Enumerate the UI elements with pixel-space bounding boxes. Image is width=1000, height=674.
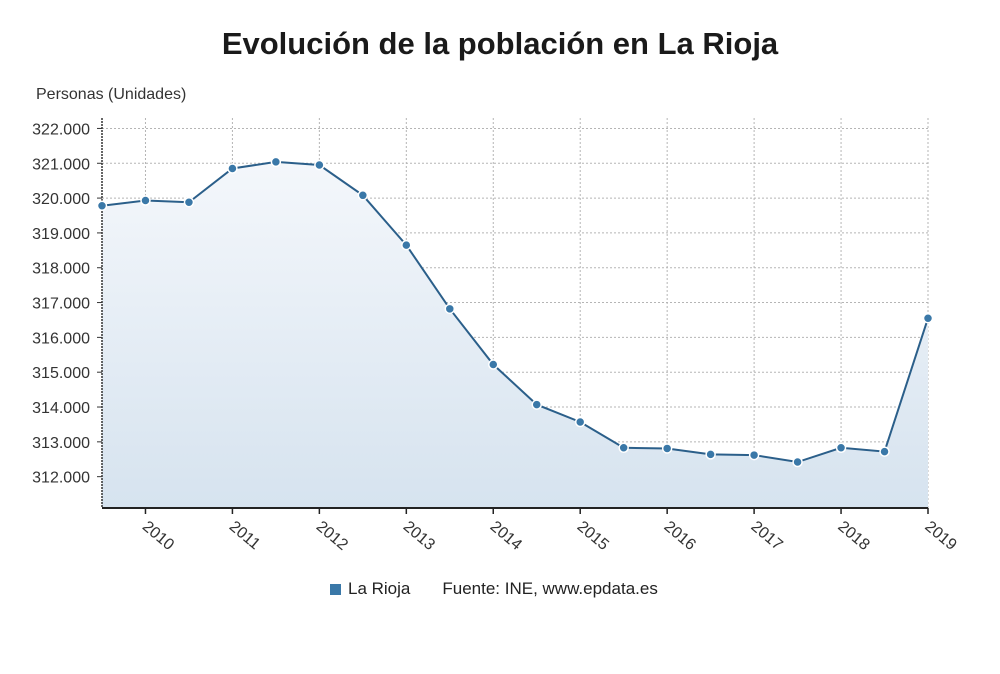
- y-tick-label: 321.000: [32, 156, 90, 173]
- x-tick-label: 2016: [661, 518, 699, 554]
- legend-series-label: La Rioja: [348, 579, 411, 598]
- y-tick-label: 319.000: [32, 226, 90, 243]
- data-point: [705, 449, 716, 460]
- x-tick-label: 2019: [921, 518, 959, 554]
- data-point: [922, 312, 934, 324]
- data-point: [488, 359, 499, 370]
- source-note: Fuente: INE, www.epdata.es: [442, 579, 658, 598]
- y-axis-label: Personas (Unidades): [36, 86, 187, 103]
- data-point: [314, 159, 325, 171]
- chart-title: Evolución de la población en La Rioja: [221, 26, 779, 61]
- data-point: [661, 443, 673, 454]
- y-tick-label: 322.000: [32, 121, 90, 138]
- data-point: [748, 449, 760, 461]
- x-tick-label: 2011: [226, 518, 263, 553]
- data-points: [96, 156, 934, 468]
- data-point: [792, 456, 803, 468]
- data-point: [183, 197, 195, 208]
- y-tick-label: 313.000: [32, 435, 90, 452]
- data-point: [140, 195, 151, 206]
- y-tick-label: 320.000: [32, 191, 90, 208]
- data-point: [227, 163, 238, 174]
- data-point: [618, 442, 629, 454]
- data-point: [531, 399, 542, 410]
- data-point: [357, 190, 369, 201]
- y-tick-label: 314.000: [32, 400, 90, 417]
- x-tick-label: 2010: [139, 518, 177, 554]
- series-line: [101, 160, 929, 464]
- data-point: [574, 416, 586, 428]
- data-point: [879, 446, 890, 457]
- data-point: [835, 442, 847, 454]
- legend-swatch: [330, 583, 341, 595]
- x-tick-label: 2015: [574, 518, 612, 554]
- y-tick-label: 312.000: [32, 470, 90, 487]
- data-point: [96, 200, 108, 211]
- data-point: [444, 303, 456, 315]
- data-point: [270, 156, 282, 168]
- y-tick-label: 318.000: [32, 261, 90, 278]
- y-tick-label: 317.000: [32, 296, 90, 313]
- x-tick-label: 2018: [834, 518, 872, 554]
- series-area: [102, 161, 928, 508]
- x-tick-label: 2012: [313, 518, 351, 554]
- data-point: [401, 239, 412, 251]
- y-tick-label: 315.000: [32, 365, 90, 382]
- x-tick-label: 2014: [487, 518, 525, 554]
- legend: La Rioja Fuente: INE, www.epdata.es: [330, 579, 658, 599]
- x-tick-label: 2017: [748, 518, 786, 554]
- axes: [97, 118, 929, 514]
- y-tick-label: 316.000: [32, 330, 90, 347]
- x-tick-label: 2013: [400, 518, 438, 554]
